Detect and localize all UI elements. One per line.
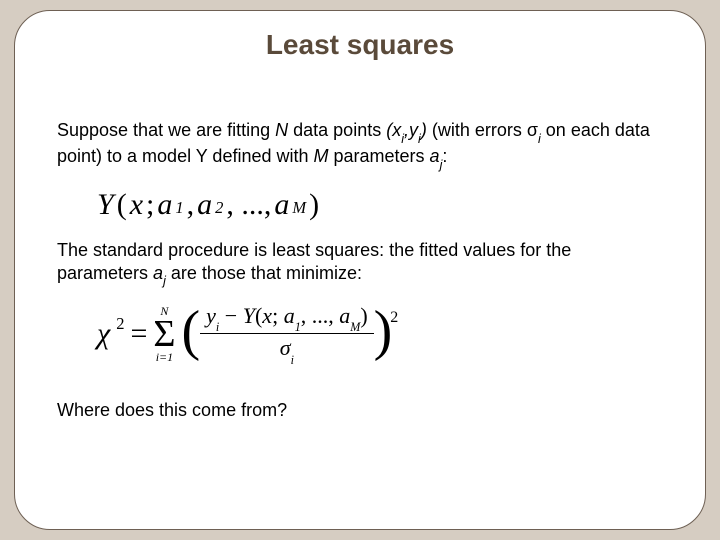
sum-icon: N Σ i=1: [153, 305, 175, 363]
eq1-sub1: 1: [175, 198, 183, 219]
sub-j: j: [163, 274, 166, 288]
eq1-open: (: [117, 186, 127, 224]
eq1-sub2: 2: [215, 198, 223, 219]
xy-mid: ,y: [404, 120, 418, 140]
num-sub-i: i: [216, 320, 219, 334]
text: parameters: [329, 146, 430, 166]
sub-i: i: [418, 132, 421, 146]
equation-1: Y(x; a1, a2, ..., aM): [97, 186, 663, 224]
eq1-close: ): [309, 186, 319, 224]
sub-i: i: [401, 132, 404, 146]
equation-2: χ2 = N Σ i=1 ( yi − Y(x; a1, ..., aM): [97, 302, 663, 365]
text: (with errors: [427, 120, 527, 140]
sigma: σ: [527, 120, 538, 140]
num-y: y: [206, 303, 216, 328]
sum-sigma: Σ: [153, 317, 175, 351]
var-N: N: [275, 120, 288, 140]
intro-paragraph: Suppose that we are fitting N data point…: [57, 119, 663, 172]
num-sub1: 1: [295, 320, 301, 334]
slide: Least squares Suppose that we are fittin…: [0, 0, 720, 540]
numerator: yi − Y(x; a1, ..., aM): [200, 302, 373, 333]
eq1-aM: a: [274, 186, 289, 224]
eq1-comma: ,: [187, 186, 195, 224]
var-a: a: [430, 146, 440, 166]
num-aM: a: [339, 303, 350, 328]
fraction: yi − Y(x; a1, ..., aM) σi: [200, 302, 373, 365]
num-Y: Y: [243, 303, 255, 328]
eq1-x: x: [130, 186, 143, 224]
squared-group: ( yi − Y(x; a1, ..., aM) σi ) 2: [182, 302, 401, 365]
num-minus: −: [219, 303, 242, 328]
eq1-subM: M: [292, 198, 306, 219]
sub-j: j: [440, 158, 443, 172]
equals: =: [130, 315, 147, 353]
mid-paragraph: The standard procedure is least squares:…: [57, 239, 663, 288]
var-M: M: [314, 146, 329, 166]
slide-title: Least squares: [15, 29, 705, 61]
xy-open: (x: [386, 120, 401, 140]
num-sep: ;: [272, 303, 284, 328]
closing-paragraph: Where does this come from?: [57, 399, 663, 422]
num-ellipsis: , ...,: [301, 303, 340, 328]
lparen: (: [182, 306, 201, 356]
eq1-ellipsis: , ...,: [226, 186, 271, 224]
var-a: a: [153, 263, 163, 283]
text: data points: [288, 120, 386, 140]
text: Suppose that we are fitting: [57, 120, 275, 140]
eq1-a1: a: [157, 186, 172, 224]
eq1-Y: Y: [97, 186, 114, 224]
sum-lower: i=1: [156, 351, 173, 363]
eq1-a2: a: [197, 186, 212, 224]
text: are those that minimize:: [166, 263, 362, 283]
num-x: x: [262, 303, 272, 328]
sub-i: i: [538, 132, 541, 146]
denominator: σi: [274, 334, 300, 365]
chi: χ: [97, 315, 110, 353]
colon: :: [442, 146, 447, 166]
slide-body: Suppose that we are fitting N data point…: [57, 119, 663, 436]
chi-sq: 2: [116, 314, 124, 335]
power-2: 2: [390, 308, 398, 328]
num-a1: a: [284, 303, 295, 328]
content-panel: Least squares Suppose that we are fittin…: [14, 10, 706, 530]
num-subM: M: [350, 320, 360, 334]
den-sub-i: i: [291, 353, 294, 367]
num-close: ): [360, 303, 367, 328]
eq1-sep: ;: [146, 186, 154, 224]
den-sigma: σ: [280, 335, 291, 360]
